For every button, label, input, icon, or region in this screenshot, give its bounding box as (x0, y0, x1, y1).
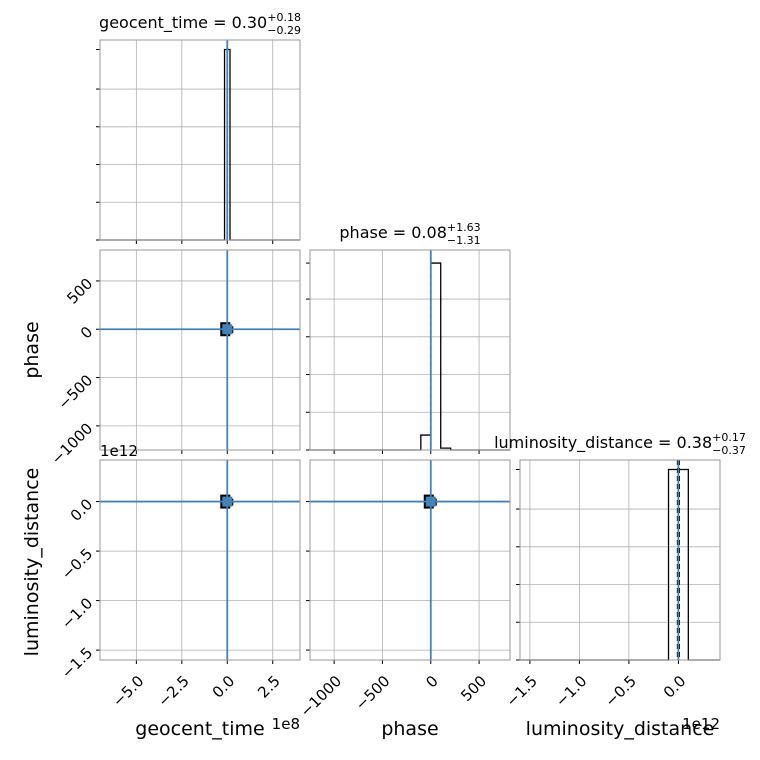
tick-label-y-luminosity_distance: −1.0 (58, 594, 96, 632)
axis-label-y-phase: phase (21, 321, 43, 378)
title-minus: −1.31 (447, 234, 481, 247)
tick-label-y-luminosity_distance: −0.5 (58, 545, 96, 583)
title-plus: +0.18 (267, 11, 301, 24)
axis-label-y-luminosity_distance: luminosity_distance (21, 468, 43, 657)
histogram-geocent_time (100, 48, 300, 241)
panel-title-luminosity_distance: luminosity_distance = 0.38+0.17 (494, 431, 746, 453)
title-minus: −0.37 (712, 444, 746, 457)
truth-point (222, 496, 233, 507)
title-plus: +1.63 (447, 221, 481, 234)
histogram-phase (310, 262, 510, 451)
panel-phase-luminosity_distance (309, 459, 511, 661)
tick-label-x-geocent_time: 0.0 (209, 672, 239, 702)
tick-label-x-luminosity_distance: −1.0 (552, 672, 590, 710)
title-value: luminosity_distance = 0.38 (494, 433, 712, 453)
tick-label-y-phase: −1000 (48, 419, 97, 468)
axis-label-x-geocent_time: geocent_time (135, 718, 264, 740)
offset-text-x-distance: 1e12 (682, 715, 720, 733)
tick-label-x-luminosity_distance: −0.5 (601, 672, 639, 710)
tick-label-x-luminosity_distance: −1.5 (502, 672, 540, 710)
title-value: geocent_time = 0.30 (99, 13, 267, 33)
offset-text-x-geocent: 1e8 (272, 715, 300, 733)
offset-text-y: 1e12 (100, 442, 138, 460)
title-minus: −0.29 (267, 24, 301, 37)
truth-point (222, 324, 233, 335)
histogram-luminosity_distance (520, 468, 720, 661)
tick-label-y-luminosity_distance: −1.5 (58, 644, 96, 682)
axis-label-x-phase: phase (381, 718, 438, 740)
panel-geocent_time-geocent_time (99, 39, 301, 241)
panel-title-phase: phase = 0.08+1.63 (339, 221, 480, 242)
tick-label-x-luminosity_distance: 0.0 (660, 672, 690, 702)
title-plus: +0.17 (712, 431, 746, 444)
tick-label-x-phase: −500 (352, 672, 394, 714)
tick-label-y-phase: −500 (55, 371, 97, 413)
panel-title-geocent_time: geocent_time = 0.30+0.18 (99, 11, 301, 33)
tick-label-x-geocent_time: −5.0 (109, 672, 147, 710)
panel-luminosity_distance-luminosity_distance (519, 459, 721, 661)
panel-geocent_time-luminosity_distance (99, 459, 301, 661)
tick-label-y-phase: 0 (77, 323, 96, 342)
title-value: phase = 0.08 (339, 223, 446, 242)
tick-label-x-phase: 0 (422, 672, 441, 691)
panel-geocent_time-phase (99, 249, 301, 451)
panel-phase-phase (309, 249, 511, 451)
tick-label-y-luminosity_distance: 0.0 (67, 495, 97, 525)
truth-point (425, 496, 436, 507)
tick-label-x-phase: 500 (457, 672, 490, 705)
tick-label-x-geocent_time: −2.5 (154, 672, 192, 710)
tick-label-x-phase: −1000 (297, 672, 346, 721)
tick-label-y-phase: 500 (63, 275, 96, 308)
axis-label-x-luminosity_distance: luminosity_distance (526, 718, 715, 740)
tick-label-x-geocent_time: 2.5 (254, 672, 284, 702)
